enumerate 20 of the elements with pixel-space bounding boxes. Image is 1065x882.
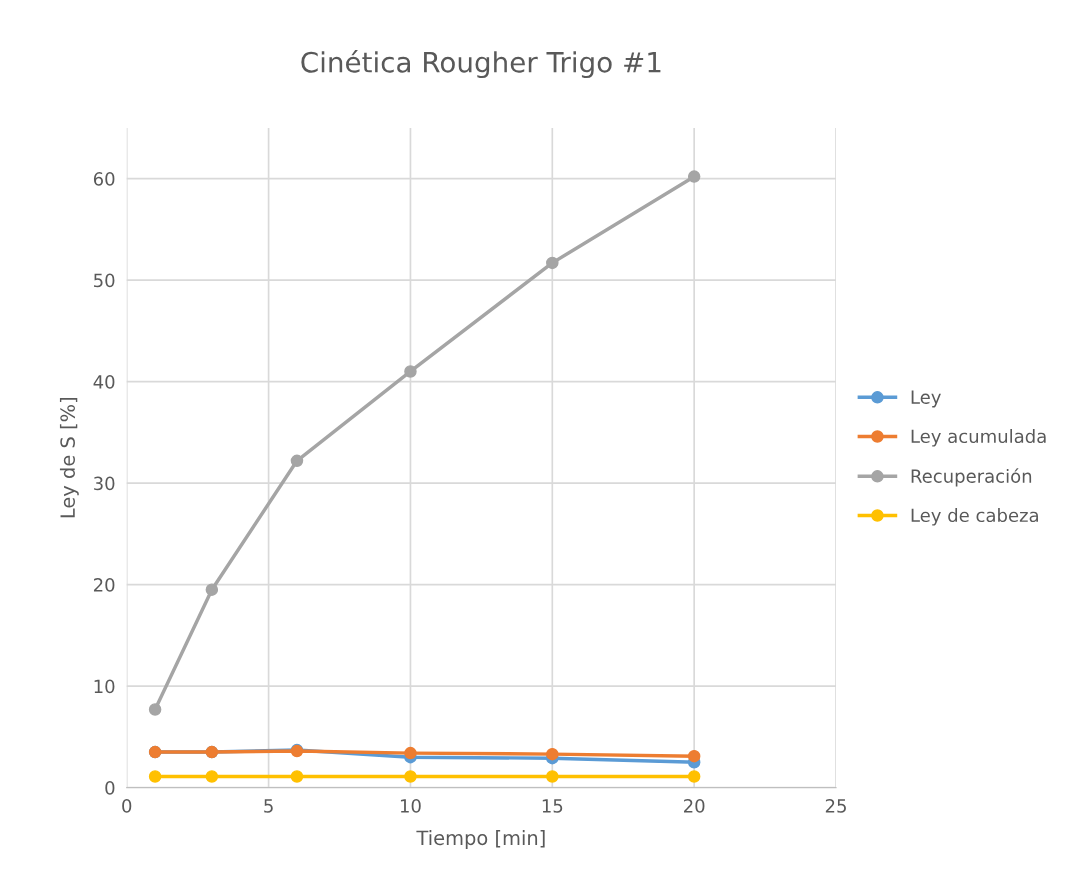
legend-label: Ley acumulada [911,429,1046,447]
y-tick-label: 10 [94,679,115,694]
legend-label: Ley de cabeza [911,508,1038,526]
x-tick-label: 0 [122,799,132,813]
y-tick-label: 50 [94,273,115,288]
x-tick-label: 25 [825,799,846,813]
x-tick-label: 10 [400,799,421,813]
y-tick-label: 0 [105,781,115,795]
y-tick-label: 40 [93,375,115,389]
x-tick-label: 20 [684,799,705,813]
y-tick-label: 30 [94,476,115,491]
y-tick-label: 60 [93,172,115,186]
chart-title: Cinética Rougher Trigo #1 [301,50,661,79]
x-tick-label: 5 [264,799,273,813]
x-axis-title: Tiempo [min] [416,830,545,849]
legend-label: Ley [911,390,941,408]
y-tick-label: 20 [93,578,115,592]
x-tick-label: 15 [542,799,563,813]
y-axis-title: Ley de S [%] [59,398,79,518]
legend-label: Recuperación [911,468,1032,487]
